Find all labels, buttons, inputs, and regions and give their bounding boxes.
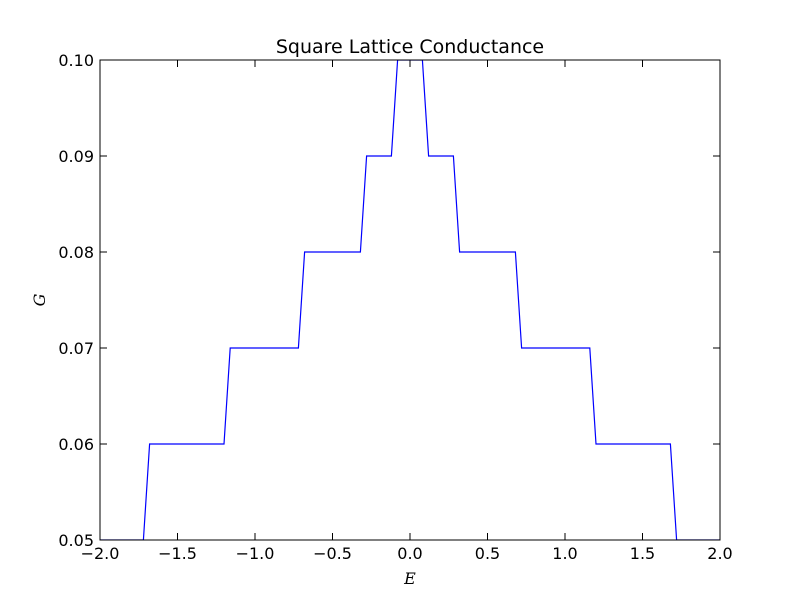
y-tick-label: 0.10 <box>58 51 94 70</box>
y-tick-label: 0.05 <box>58 531 94 550</box>
x-tick-label: −2.0 <box>81 544 120 563</box>
ticks-layer <box>99 59 721 541</box>
x-tick-label: −1.0 <box>236 544 275 563</box>
y-tick-label: 0.07 <box>58 339 94 358</box>
x-tick-label: 0.0 <box>397 544 422 563</box>
x-tick-label: 1.0 <box>552 544 577 563</box>
plot-frame <box>99 59 721 541</box>
x-axis-label: E <box>403 569 416 588</box>
y-tick-label: 0.09 <box>58 147 94 166</box>
x-tick-label: −1.5 <box>158 544 197 563</box>
x-tick-label: 1.5 <box>630 544 655 563</box>
y-tick-label: 0.08 <box>58 243 94 262</box>
chart-title: Square Lattice Conductance <box>276 36 544 58</box>
x-tick-label: −0.5 <box>313 544 352 563</box>
x-tick-label: 2.0 <box>707 544 732 563</box>
y-axis-label: G <box>30 293 49 306</box>
series-line <box>100 60 720 540</box>
y-tick-label: 0.06 <box>58 435 94 454</box>
x-tick-label: 0.5 <box>475 544 500 563</box>
x-tick-labels: −2.0 −1.5 −1.0 −0.5 0.0 0.5 1.0 1.5 2.0 <box>81 544 733 563</box>
y-tick-labels: 0.05 0.06 0.07 0.08 0.09 0.10 <box>58 51 94 550</box>
